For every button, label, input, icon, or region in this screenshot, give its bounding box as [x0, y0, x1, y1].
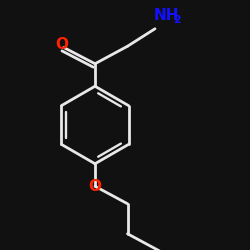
Text: NH: NH — [154, 8, 179, 22]
Text: O: O — [88, 179, 102, 194]
Text: O: O — [55, 37, 68, 52]
Text: 2: 2 — [173, 15, 181, 25]
